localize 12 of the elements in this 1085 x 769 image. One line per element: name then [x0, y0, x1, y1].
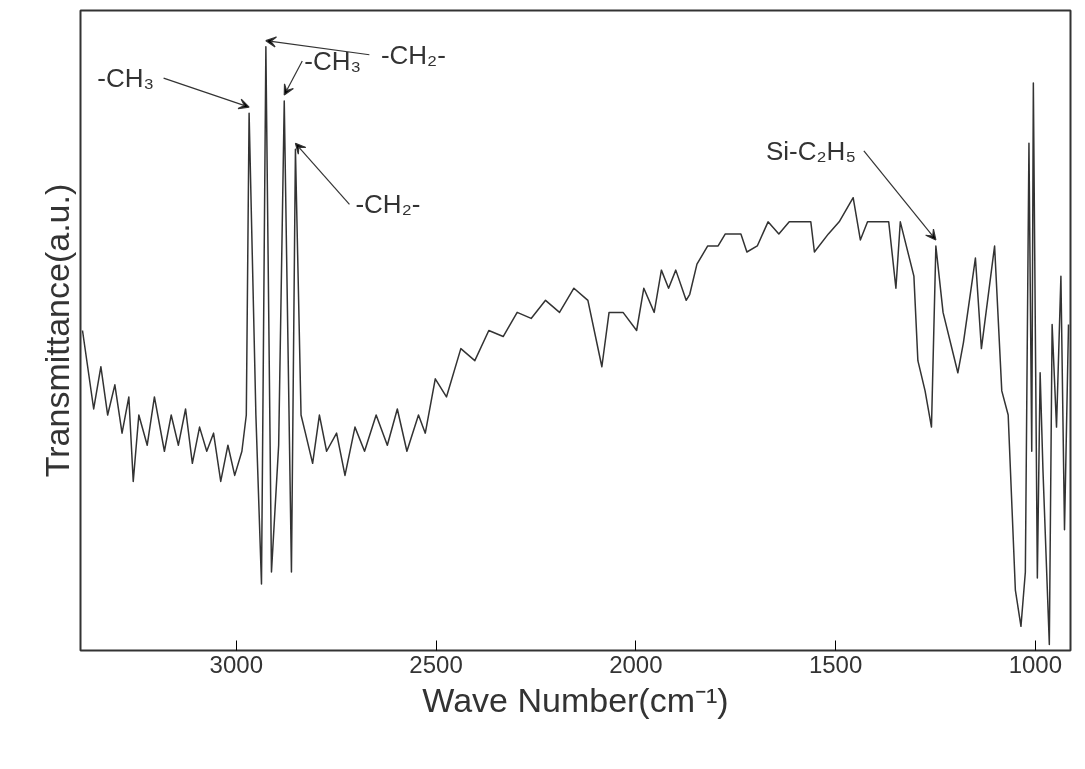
annotation: -CH₃	[304, 46, 362, 77]
annotation: -CH₃	[97, 63, 155, 94]
annotation: Si-C₂H₅	[765, 135, 856, 166]
annotation: -CH₂-	[380, 39, 446, 70]
annotation: -CH₂-	[355, 189, 421, 220]
y-axis-title: Transmittance(a.u.)	[37, 183, 76, 478]
x-tick-label: 1000	[1008, 650, 1063, 678]
x-tick-label: 1500	[808, 650, 863, 678]
x-tick-label: 2500	[409, 650, 463, 678]
x-tick-label: 2000	[609, 650, 663, 678]
x-tick-label: 3000	[209, 650, 264, 678]
x-axis-title: Wave Number(cm⁻¹)	[422, 680, 729, 719]
